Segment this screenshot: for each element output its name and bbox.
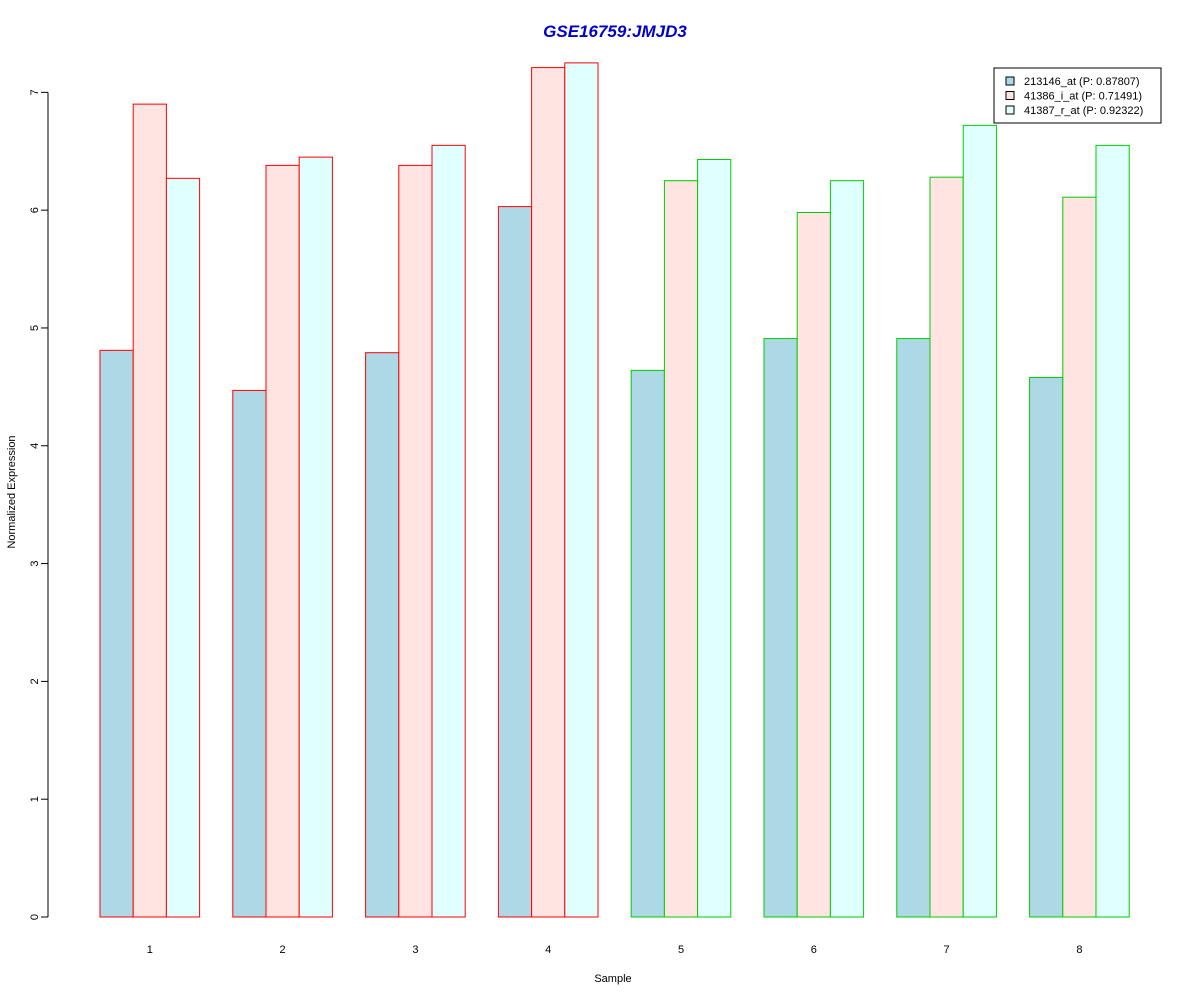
bar-sample-1-series-2 (132, 103, 167, 918)
bar-sample-6-series-1 (763, 338, 798, 918)
bar-sample-3-series-1 (365, 352, 400, 918)
y-axis: 0 1 2 3 4 5 6 7 (29, 89, 49, 920)
legend-label: 41387_r_at (P: 0.92322) (1024, 105, 1143, 117)
legend-swatch (1005, 76, 1015, 86)
legend-label: 41386_i_at (P: 0.71491) (1024, 91, 1142, 103)
x-axis-label: Sample (594, 973, 631, 985)
x-tick-label: 7 (944, 944, 950, 956)
bar-sample-8-series-3 (1095, 144, 1130, 918)
bar-sample-6-series-2 (796, 212, 831, 918)
x-tick-label: 3 (412, 944, 418, 956)
y-tick-label: 1 (29, 796, 41, 802)
x-tick-label: 1 (147, 944, 153, 956)
x-tick-label: 4 (545, 944, 551, 956)
bar-sample-5-series-2 (663, 180, 699, 918)
bar-sample-4-series-1 (497, 206, 533, 918)
legend-swatch (1005, 91, 1015, 100)
bar-sample-4-series-2 (531, 67, 566, 918)
bars-group (99, 62, 1130, 918)
bar-sample-6-series-3 (829, 180, 865, 918)
x-tick-label: 8 (1076, 944, 1082, 956)
bar-sample-1-series-3 (165, 177, 201, 918)
bar-sample-1-series-1 (99, 349, 134, 918)
x-tick-label: 5 (678, 944, 684, 956)
y-tick-label: 6 (29, 207, 41, 213)
bar-sample-5-series-1 (630, 369, 665, 918)
bar-sample-3-series-3 (431, 144, 466, 918)
bar-sample-2-series-2 (265, 164, 300, 918)
bar-sample-3-series-2 (398, 164, 433, 918)
x-tick-label: 6 (811, 944, 817, 956)
chart-title: GSE16759:JMJD3 (543, 22, 687, 41)
bar-sample-2-series-3 (298, 156, 333, 918)
legend: 213146_at (P: 0.87807) 41386_i_at (P: 0.7… (993, 67, 1162, 124)
y-tick-label: 2 (29, 678, 41, 684)
bar-sample-8-series-1 (1029, 376, 1064, 918)
legend-box (993, 67, 1162, 124)
y-tick-label: 7 (29, 89, 41, 95)
bar-sample-7-series-3 (962, 124, 997, 918)
bar-sample-2-series-1 (232, 389, 267, 918)
bar-sample-7-series-1 (896, 338, 931, 918)
bar-sample-5-series-3 (697, 158, 732, 918)
x-axis: 1 2 3 4 5 6 7 8 (147, 944, 1083, 956)
bar-sample-7-series-2 (929, 176, 964, 918)
bar-sample-4-series-3 (564, 62, 599, 918)
legend-label: 213146_at (P: 0.87807) (1024, 76, 1140, 88)
y-axis-label: Normalized Expression (6, 435, 18, 548)
y-tick-label: 3 (29, 561, 41, 567)
bar-sample-8-series-2 (1062, 196, 1097, 918)
legend-swatch (1005, 105, 1015, 115)
y-tick-label: 0 (29, 914, 41, 920)
y-tick-label: 4 (29, 443, 41, 449)
x-tick-label: 2 (280, 944, 286, 956)
y-tick-label: 5 (29, 325, 41, 331)
